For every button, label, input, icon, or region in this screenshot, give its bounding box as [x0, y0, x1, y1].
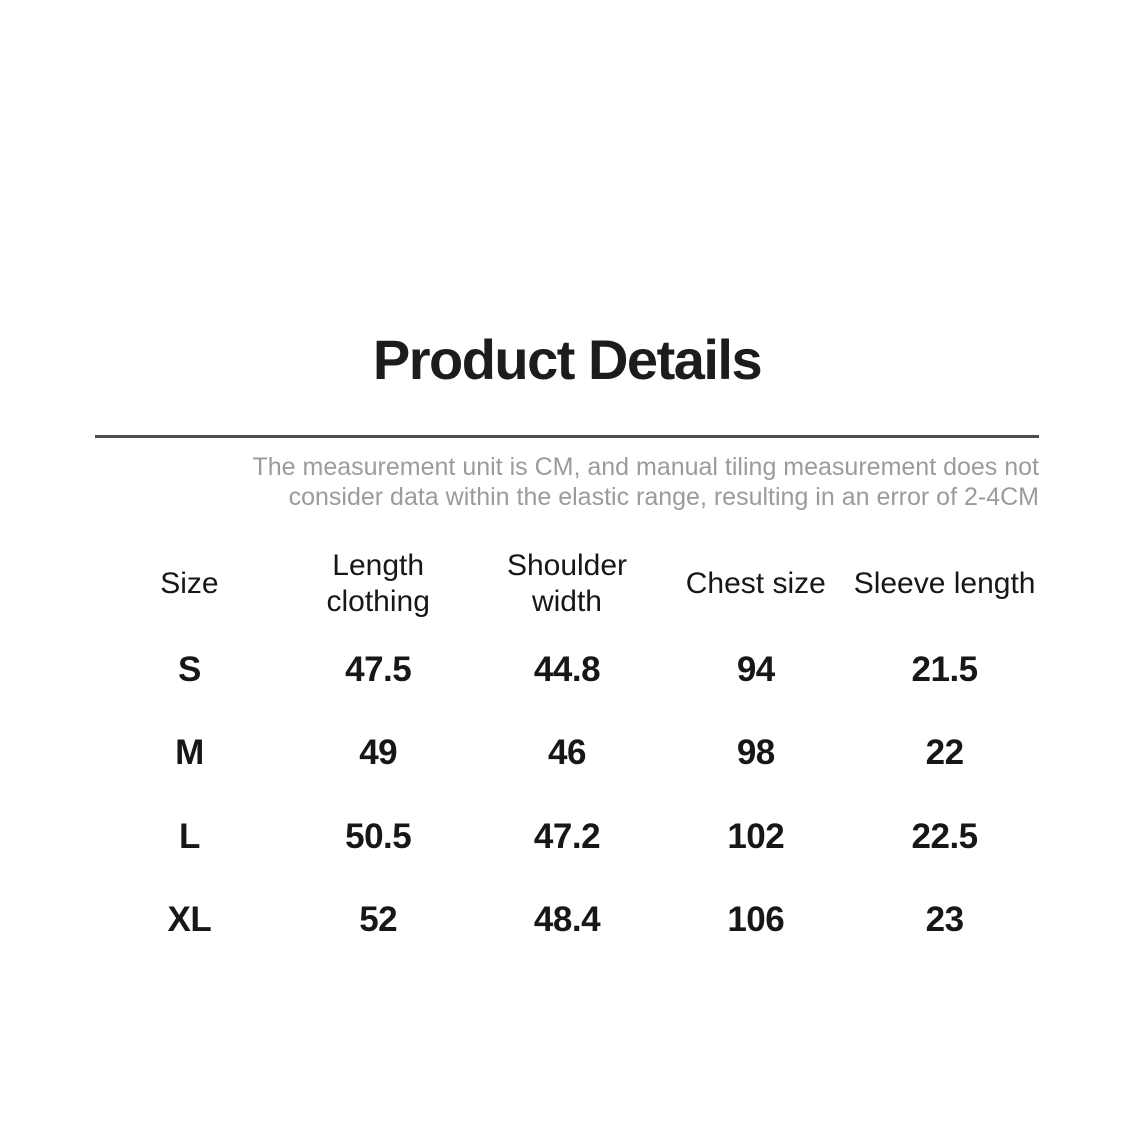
value-cell: 22.5: [911, 816, 979, 856]
value-cell: 48.4: [533, 900, 601, 940]
size-cell: S: [177, 649, 201, 689]
column-header: Size: [160, 567, 219, 600]
size-chart-body: S 47.5 44.8 94 21.5 M 49 46 98 22 L 50.5 47.2 102 22.5…: [95, 628, 1039, 962]
value-cell: 21.5: [911, 649, 979, 689]
value-cell: 23: [925, 900, 964, 940]
size-cell: L: [178, 816, 200, 856]
value-cell: 50.5: [345, 816, 412, 856]
value-cell: 52: [359, 900, 398, 940]
size-cell: M: [175, 733, 204, 773]
value-cell: 49: [359, 733, 398, 773]
divider-line: [95, 435, 1039, 438]
value-cell: 102: [727, 816, 785, 856]
table-row: M 49 46 98 22: [95, 712, 1039, 796]
page-title: Product Details: [372, 328, 763, 391]
size-chart-header-row: Size Length clothing Shoulder width Chest s…: [95, 540, 1039, 628]
value-cell: 47.5: [345, 649, 412, 689]
table-row: L 50.5 47.2 102 22.5: [95, 795, 1039, 879]
column-header: Sleeve length: [853, 567, 1036, 600]
table-row: S 47.5 44.8 94 21.5: [95, 628, 1039, 712]
sheet-content: Product Details The measurement unit is …: [95, 0, 1039, 1137]
value-cell: 22: [925, 733, 964, 773]
value-cell: 98: [736, 733, 775, 773]
value-cell: 44.8: [533, 649, 601, 689]
value-cell: 94: [736, 649, 775, 689]
value-cell: 47.2: [533, 816, 601, 856]
table-row: XL 52 48.4 106 23: [95, 879, 1039, 963]
column-header: Shoulder width: [506, 549, 628, 618]
size-cell: XL: [167, 900, 212, 940]
column-header: Chest size: [685, 567, 826, 600]
value-cell: 46: [548, 733, 586, 773]
column-header: Length clothing: [326, 549, 430, 618]
size-chart-table: Size Length clothing Shoulder width Chest s…: [95, 540, 1039, 962]
measurement-note: The measurement unit is CM, and manual t…: [252, 453, 1040, 511]
value-cell: 106: [727, 900, 785, 940]
